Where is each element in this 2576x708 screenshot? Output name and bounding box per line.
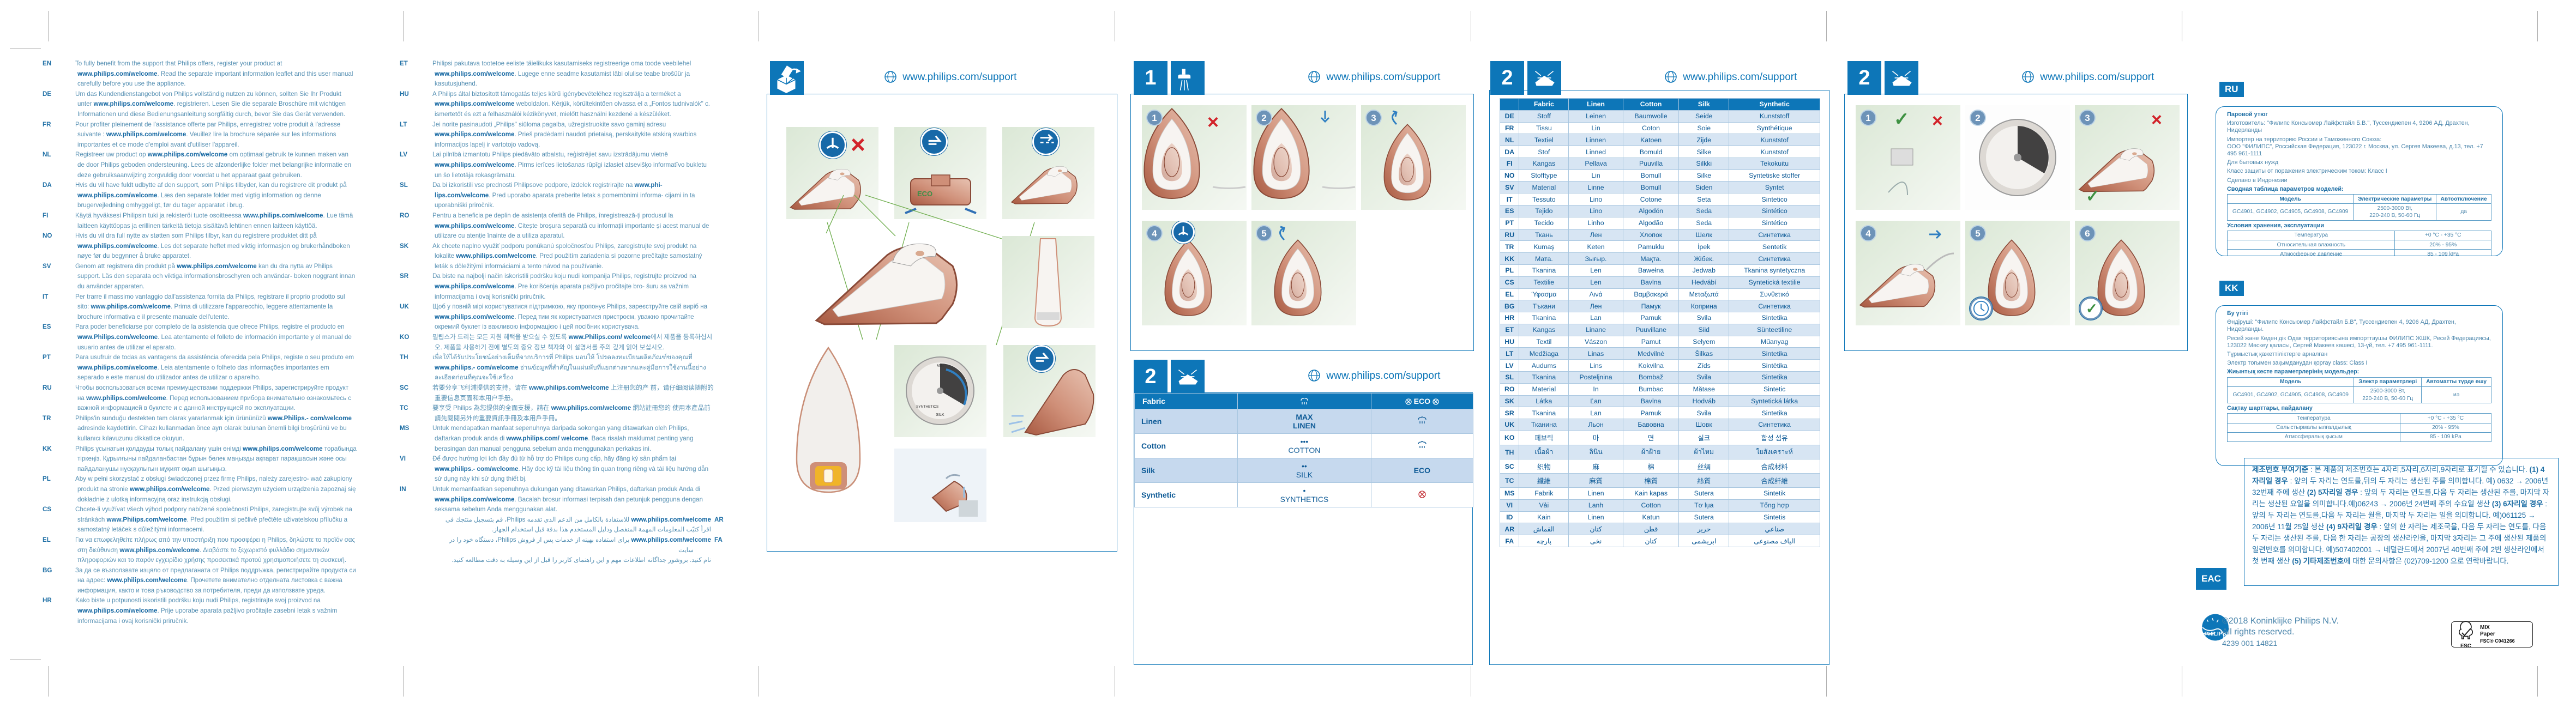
svg-text:SILK: SILK bbox=[936, 413, 944, 417]
svg-text:ECO: ECO bbox=[917, 190, 932, 198]
svg-text:MIN: MIN bbox=[937, 364, 944, 368]
svg-text:EAC: EAC bbox=[2201, 573, 2221, 584]
svg-text:SYNTHETICS: SYNTHETICS bbox=[916, 405, 939, 409]
